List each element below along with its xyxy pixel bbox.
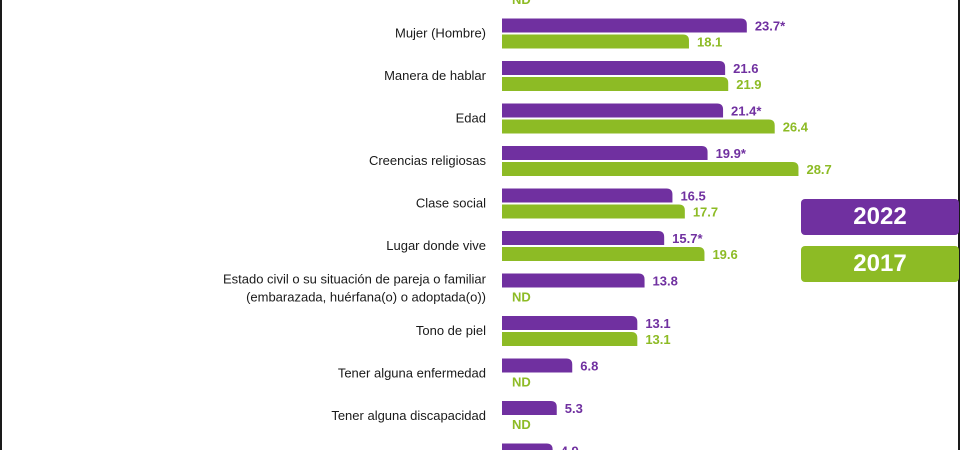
bar-2022 — [502, 18, 747, 33]
bar-2022 — [502, 188, 673, 203]
bar-2017 — [502, 119, 775, 134]
bar-2022 — [502, 146, 708, 160]
category-label: Clase social — [416, 196, 486, 211]
value-label-2017: ND — [512, 290, 531, 305]
bar-2022 — [502, 316, 638, 330]
value-label-2017: 21.9 — [736, 77, 761, 92]
bar-2022 — [502, 401, 557, 415]
category-label: Estado civil o su situación de pareja o … — [223, 272, 487, 287]
category-label: Tener alguna discapacidad — [331, 408, 486, 423]
value-label-2017: 17.7 — [693, 205, 718, 220]
category-label: Lugar donde vive — [386, 238, 486, 253]
bar-2017 — [502, 77, 729, 91]
value-label-2022: 15.7* — [672, 231, 703, 246]
value-label-2022: 13.1 — [645, 316, 670, 331]
bar-2017 — [502, 34, 689, 49]
bar-2022 — [502, 358, 573, 373]
value-label-2022: 21.6 — [733, 61, 758, 76]
frame-left-border — [0, 0, 2, 450]
bar-2017 — [502, 332, 638, 346]
bar-2022 — [502, 61, 726, 75]
legend-item-2022: 2022 — [801, 199, 959, 235]
value-label-2017: ND — [512, 0, 531, 7]
legend-item-2017: 2017 — [801, 246, 959, 282]
value-label-2017: 18.1 — [697, 35, 722, 50]
value-label-2017: 28.7 — [806, 162, 831, 177]
bar-2017 — [502, 204, 685, 219]
value-label-2017: 19.6 — [712, 247, 737, 262]
value-label-2017: ND — [512, 375, 531, 390]
category-label: Manera de hablar — [384, 68, 487, 83]
category-label: Edad — [456, 111, 486, 126]
category-label: Mujer (Hombre) — [395, 26, 486, 41]
value-label-2017: 13.1 — [645, 332, 670, 347]
bar-2022 — [502, 443, 553, 450]
value-label-2022: 16.5 — [680, 189, 705, 204]
frame-right-border — [958, 0, 960, 450]
value-label-2022: 19.9* — [716, 146, 747, 161]
value-label-2022: 13.8 — [653, 274, 678, 289]
value-label-2022: 21.4* — [731, 104, 762, 119]
value-label-2022: 23.7* — [755, 19, 786, 34]
category-label: Tener alguna enfermedad — [338, 366, 486, 381]
legend-label-2022: 2022 — [853, 203, 907, 230]
value-label-2022: 6.8 — [580, 359, 598, 374]
category-label: (embarazada, huérfana(o) o adoptada(o)) — [246, 290, 486, 305]
value-label-2022: 5.3 — [565, 401, 583, 416]
legend-label-2017: 2017 — [853, 250, 907, 277]
value-label-2017: ND — [512, 417, 531, 432]
value-label-2022: 4.9 — [561, 444, 579, 450]
category-label: Creencias religiosas — [369, 153, 487, 168]
bar-2022 — [502, 103, 724, 118]
bar-2017 — [502, 162, 799, 176]
bar-2022 — [502, 231, 665, 245]
bar-2017 — [502, 247, 705, 261]
value-label-2017: 26.4 — [783, 120, 809, 135]
category-label: Tono de piel — [416, 323, 486, 338]
bar-2022 — [502, 273, 645, 288]
